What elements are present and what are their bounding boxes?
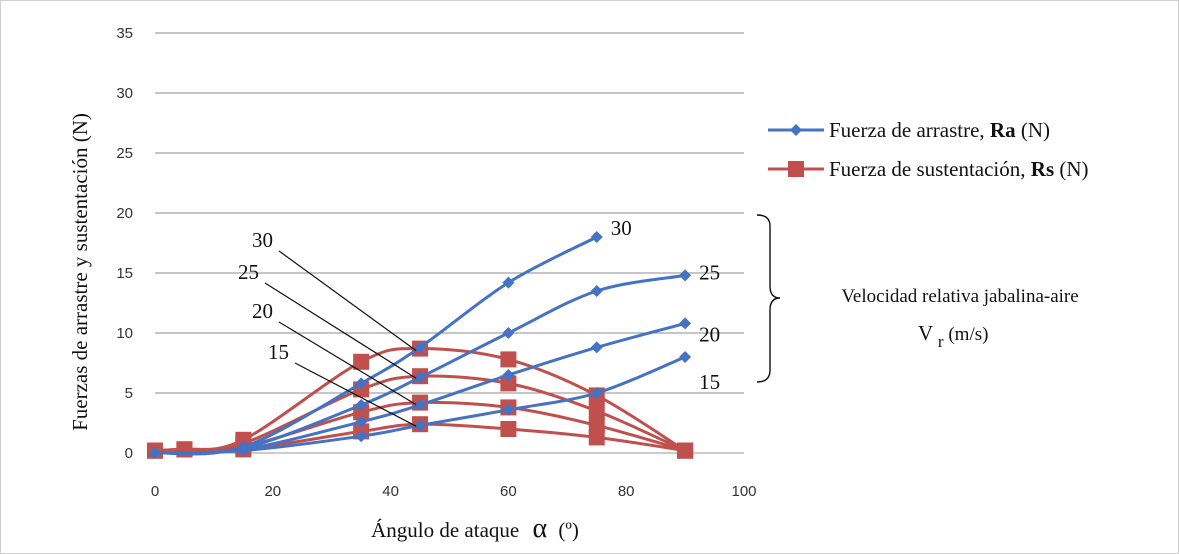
legend-marker-diamond xyxy=(790,124,802,136)
x-axis-label-text: Ángulo de ataque xyxy=(371,518,519,542)
lift-point xyxy=(588,403,605,419)
drag-point xyxy=(414,399,427,411)
legend-label-symbol: Ra xyxy=(990,118,1021,142)
drag-series-30 xyxy=(149,231,603,459)
velocity-symbol: V xyxy=(918,321,933,345)
x-tick-label: 60 xyxy=(500,483,517,500)
drag-series-15 xyxy=(149,351,692,459)
legend-label-text: Fuerza de sustentación, xyxy=(829,157,1031,181)
drag-point xyxy=(502,327,515,339)
x-tick-label: 20 xyxy=(264,483,281,500)
drag-point xyxy=(355,377,368,390)
drag-point xyxy=(149,447,161,459)
legend-label-unit: (N) xyxy=(1059,157,1088,181)
drag-point xyxy=(679,269,692,282)
x-axis-label-alpha: α xyxy=(532,513,547,544)
legend-label: Fuerza de arrastre, Ra (N) xyxy=(829,118,1050,142)
drag-end-label: 25 xyxy=(699,260,720,284)
velocity-unit-label: V r (m/s) xyxy=(918,321,988,352)
drag-point xyxy=(590,285,603,297)
velocity-brace xyxy=(756,214,781,383)
lift-point xyxy=(500,421,517,437)
lift-point xyxy=(353,353,370,370)
grid-lines xyxy=(155,32,744,394)
velocity-subscript: r xyxy=(938,332,944,351)
drag-point xyxy=(679,317,692,330)
x-tick-labels: 0 20 40 60 80 100 xyxy=(151,483,757,500)
legend: Fuerza de arrastre, Ra (N)Fuerza de sust… xyxy=(768,118,1089,181)
lift-callout-label: 30 xyxy=(252,228,273,252)
drag-point xyxy=(414,371,427,384)
legend-marker-square xyxy=(788,161,804,177)
series-layer xyxy=(147,231,694,459)
drag-end-labels: 30 25 20 15 xyxy=(611,216,720,394)
drag-point xyxy=(590,341,603,354)
x-tick-label: 0 xyxy=(151,483,159,500)
drag-end-label: 15 xyxy=(699,370,720,394)
y-tick-label: 20 xyxy=(116,205,133,222)
y-tick-label: 0 xyxy=(125,445,133,462)
y-tick-label: 35 xyxy=(116,25,133,42)
drag-point xyxy=(237,444,250,457)
legend-label: Fuerza de sustentación, Rs (N) xyxy=(829,157,1089,181)
lift-callout-label: 25 xyxy=(238,260,259,284)
lift-callout-line xyxy=(278,250,417,352)
lift-point xyxy=(500,375,517,392)
y-tick-labels: 0 5 10 15 20 25 30 35 xyxy=(116,25,133,462)
lift-callout-line xyxy=(294,362,417,427)
legend-label-unit: (N) xyxy=(1021,118,1050,142)
drag-point xyxy=(502,403,515,416)
y-tick-label: 5 xyxy=(125,385,133,402)
lift-point xyxy=(500,351,517,368)
x-axis-label-unit: (º) xyxy=(558,518,579,542)
drag-point xyxy=(590,231,603,243)
drag-point xyxy=(414,419,427,432)
y-tick-label: 30 xyxy=(116,85,133,102)
drag-point xyxy=(502,276,515,289)
drag-point xyxy=(590,387,603,399)
lift-callout-label: 20 xyxy=(252,299,273,323)
drag-point xyxy=(355,399,368,411)
drag-point xyxy=(679,351,692,363)
y-tick-label: 15 xyxy=(116,265,133,282)
legend-item-diamond: Fuerza de arrastre, Ra (N) xyxy=(768,118,1050,142)
velocity-unit: (m/s) xyxy=(948,324,988,345)
lift-callout-line xyxy=(278,321,417,406)
x-tick-label: 100 xyxy=(731,483,756,500)
drag-end-label: 20 xyxy=(699,322,720,346)
lift-callout-line xyxy=(264,282,417,379)
y-tick-label: 10 xyxy=(116,325,133,342)
drag-point xyxy=(414,341,427,354)
lift-point xyxy=(588,429,605,446)
drag-point xyxy=(355,430,368,443)
y-tick-label: 25 xyxy=(116,145,133,162)
legend-item-square: Fuerza de sustentación, Rs (N) xyxy=(768,157,1089,181)
legend-label-text: Fuerza de arrastre, xyxy=(829,118,990,142)
drag-point xyxy=(355,415,368,428)
x-tick-label: 40 xyxy=(382,483,399,500)
x-tick-label: 80 xyxy=(618,483,635,500)
y-axis-label: Fuerzas de arrastre y sustentación (N) xyxy=(68,113,92,431)
legend-label-symbol: Rs xyxy=(1031,157,1060,181)
velocity-label: Velocidad relativa jabalina-aire xyxy=(841,286,1078,307)
drag-line-30 xyxy=(154,235,598,456)
lift-point xyxy=(677,442,694,459)
drag-end-label: 30 xyxy=(611,216,632,240)
x-axis-label: Ángulo de ataque α (º) xyxy=(371,513,579,544)
lift-callout-label: 15 xyxy=(268,340,289,364)
drag-point xyxy=(502,369,515,381)
lift-callouts: 30 25 20 15 xyxy=(238,228,417,427)
